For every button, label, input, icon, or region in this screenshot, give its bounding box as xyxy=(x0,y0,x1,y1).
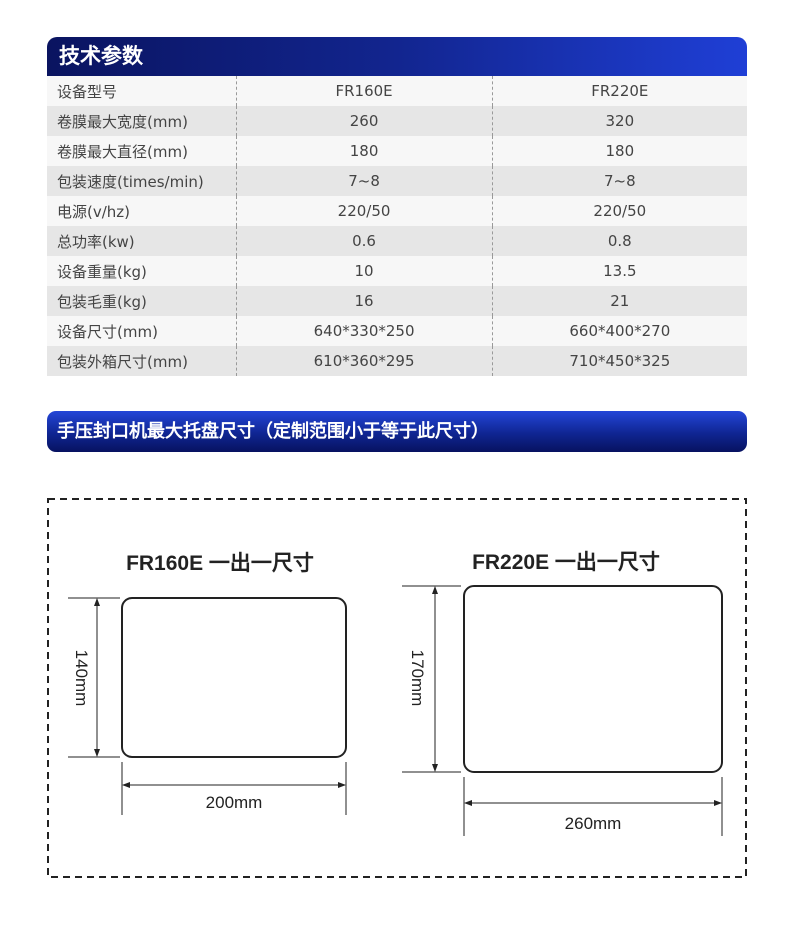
fr160e-value: 0.6 xyxy=(235,226,493,256)
diagram-title-fr220e: FR220E 一出一尺寸 xyxy=(472,550,660,574)
fr160e-value: 610*360*295 xyxy=(235,346,493,376)
row-label: 包装速度(times/min) xyxy=(57,172,204,191)
table-row: 设备尺寸(mm) 640*330*250 660*400*270 xyxy=(47,316,747,346)
fr160e-value: 16 xyxy=(235,286,493,316)
fr160e-value: 260 xyxy=(235,106,493,136)
dashed-frame xyxy=(47,498,747,878)
table-row: 电源(v/hz) 220/50 220/50 xyxy=(47,196,747,226)
row-label: 包装外箱尺寸(mm) xyxy=(57,352,188,371)
fr160e-value: 180 xyxy=(235,136,493,166)
row-label: 电源(v/hz) xyxy=(57,202,131,221)
fr220e-value: 13.5 xyxy=(491,256,747,286)
fr220e-value: 180 xyxy=(491,136,747,166)
height-label-fr160e: 140mm xyxy=(72,650,91,707)
table-row: 包装毛重(kg) 16 21 xyxy=(47,286,747,316)
fr220e-value: 660*400*270 xyxy=(491,316,747,346)
spec-table: 设备型号 FR160E FR220E 卷膜最大宽度(mm) 260 320 卷膜最大直径(m… xyxy=(47,76,747,376)
row-label: 设备重量(kg) xyxy=(57,262,147,281)
tray-header: 手压封口机最大托盘尺寸（定制范围小于等于此尺寸） xyxy=(47,411,747,452)
table-row: 设备重量(kg) 10 13.5 xyxy=(47,256,747,286)
row-label: 卷膜最大直径(mm) xyxy=(57,142,188,161)
fr160e-value: 7~8 xyxy=(235,166,493,196)
tray-outline-fr160e xyxy=(121,597,347,758)
table-row: 卷膜最大直径(mm) 180 180 xyxy=(47,136,747,166)
fr220e-value: 0.8 xyxy=(491,226,747,256)
row-label: 包装毛重(kg) xyxy=(57,292,147,311)
row-label: 设备尺寸(mm) xyxy=(57,322,158,341)
table-row: 包装速度(times/min) 7~8 7~8 xyxy=(47,166,747,196)
height-label-fr220e: 170mm xyxy=(408,650,427,707)
fr160e-value: 10 xyxy=(235,256,493,286)
fr160e-value: FR160E xyxy=(235,76,493,106)
fr220e-value: 220/50 xyxy=(491,196,747,226)
diagram-title-fr160e: FR160E 一出一尺寸 xyxy=(126,551,314,575)
table-row: 总功率(kw) 0.6 0.8 xyxy=(47,226,747,256)
row-label: 设备型号 xyxy=(57,82,118,101)
tray-outline-fr220e xyxy=(463,585,723,773)
row-label: 卷膜最大宽度(mm) xyxy=(57,112,188,131)
fr160e-value: 220/50 xyxy=(235,196,493,226)
fr220e-value: 21 xyxy=(491,286,747,316)
fr220e-value: 7~8 xyxy=(491,166,747,196)
fr220e-value: 320 xyxy=(491,106,747,136)
table-row: 设备型号 FR160E FR220E xyxy=(47,76,747,106)
spec-header: 技术参数 xyxy=(47,37,747,76)
table-row: 包装外箱尺寸(mm) 610*360*295 710*450*325 xyxy=(47,346,747,376)
row-label: 总功率(kw) xyxy=(57,232,135,251)
width-label-fr220e: 260mm xyxy=(565,814,622,833)
table-row: 卷膜最大宽度(mm) 260 320 xyxy=(47,106,747,136)
fr160e-value: 640*330*250 xyxy=(235,316,493,346)
fr220e-value: FR220E xyxy=(491,76,747,106)
fr220e-value: 710*450*325 xyxy=(491,346,747,376)
width-label-fr160e: 200mm xyxy=(206,793,263,812)
